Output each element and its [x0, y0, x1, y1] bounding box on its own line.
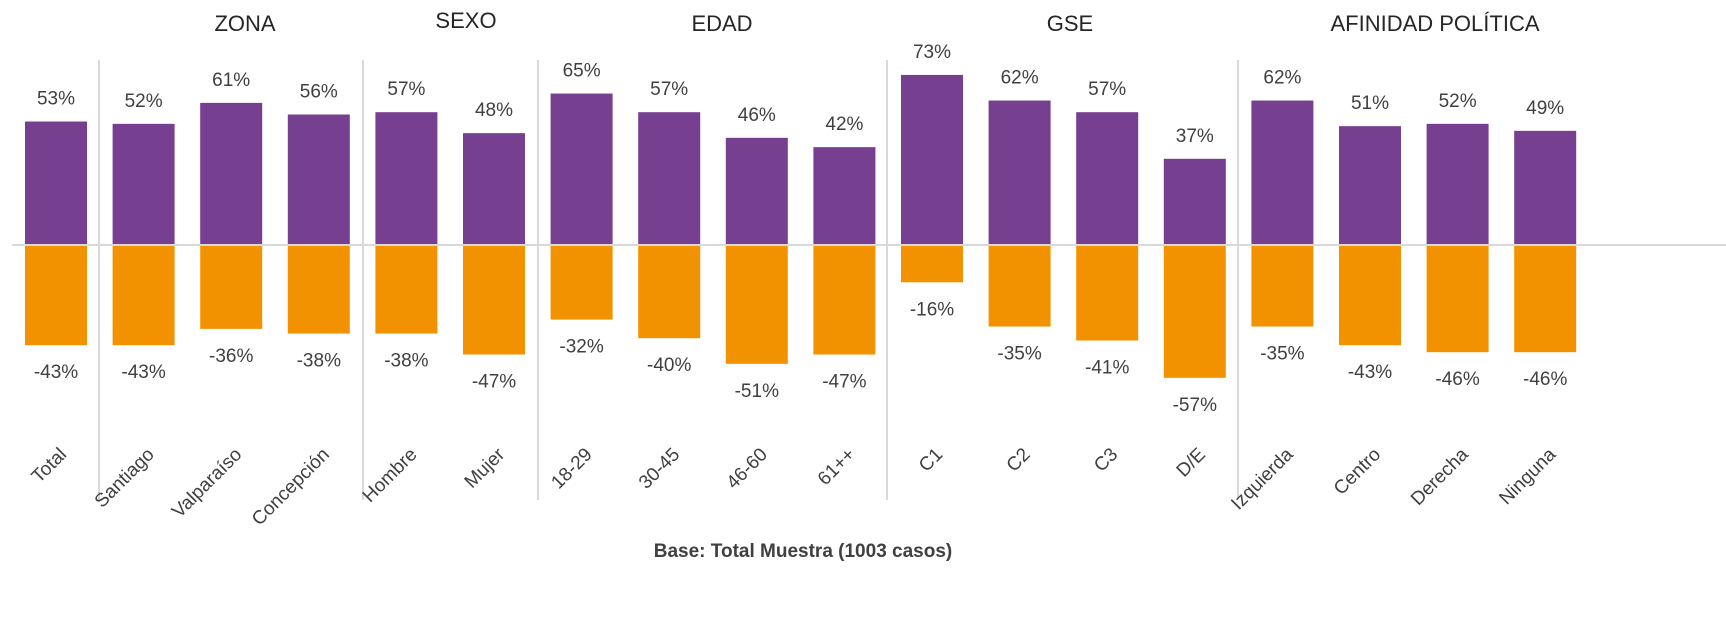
bar	[901, 74, 963, 245]
x-tick-label: Ninguna	[1495, 444, 1560, 509]
x-tick-label: Santiago	[91, 444, 159, 512]
value-label: -38%	[297, 351, 341, 372]
value-label: -46%	[1435, 369, 1479, 390]
value-label: -43%	[1348, 362, 1392, 383]
bar	[375, 245, 438, 334]
x-tick-label: 61++	[814, 444, 859, 489]
bar	[725, 137, 788, 245]
footnote: Base: Total Muestra (1003 casos)	[654, 541, 953, 562]
value-label: -43%	[34, 362, 78, 383]
bar	[1426, 245, 1489, 353]
value-label: 49%	[1526, 98, 1564, 119]
value-label: 42%	[825, 114, 863, 135]
bar	[1076, 245, 1139, 341]
value-label: 37%	[1176, 126, 1214, 147]
bar	[1251, 245, 1314, 327]
value-label: -47%	[822, 372, 866, 393]
value-label: -43%	[121, 362, 165, 383]
bar	[550, 245, 613, 320]
x-tick-label: D/E	[1173, 444, 1210, 481]
bar	[25, 245, 87, 346]
value-label: -32%	[559, 337, 603, 358]
value-label: -38%	[384, 351, 428, 372]
value-label: 48%	[475, 100, 513, 121]
x-tick-label: Derecha	[1407, 444, 1473, 510]
value-label: 62%	[1001, 68, 1039, 89]
value-label: 51%	[1351, 93, 1389, 114]
x-tick-label: Total	[28, 444, 71, 487]
value-label: 73%	[913, 42, 951, 63]
bar	[1076, 112, 1139, 245]
group-header: AFINIDAD POLÍTICA	[1330, 11, 1539, 36]
value-label: 62%	[1263, 68, 1301, 89]
bar	[25, 121, 87, 245]
value-label: 52%	[1439, 91, 1477, 112]
x-tick-label: Hombre	[359, 444, 422, 507]
value-label: 57%	[387, 79, 425, 100]
bar	[200, 102, 263, 246]
value-label: 53%	[37, 89, 75, 110]
bar	[638, 112, 701, 245]
bar	[988, 100, 1051, 245]
bar	[287, 114, 350, 246]
bar	[463, 245, 525, 355]
value-label: -51%	[735, 381, 779, 402]
bar	[988, 245, 1051, 327]
bar	[550, 93, 613, 245]
bar	[287, 245, 350, 334]
x-tick-label: Valparaíso	[168, 444, 246, 522]
x-tick-label: C2	[1003, 444, 1035, 476]
bar	[1163, 245, 1226, 378]
bar	[112, 123, 175, 245]
value-label: -36%	[209, 346, 253, 367]
value-label: 65%	[563, 61, 601, 82]
bar	[1339, 245, 1401, 346]
value-label: 46%	[738, 105, 776, 126]
x-tick-label: 30-45	[635, 444, 684, 493]
bar	[1514, 130, 1577, 245]
value-label: 52%	[125, 91, 163, 112]
x-tick-label: Mujer	[461, 444, 510, 493]
value-label: -16%	[910, 299, 954, 320]
group-header: ZONA	[214, 11, 275, 36]
bar	[1163, 158, 1226, 245]
x-tick-label: Centro	[1330, 444, 1385, 499]
group-dividers	[98, 60, 1239, 500]
x-tick-label: Concepción	[248, 444, 334, 530]
value-label: -47%	[472, 372, 516, 393]
bar	[200, 245, 263, 329]
bar	[901, 245, 963, 283]
x-tick-label: C1	[915, 444, 947, 476]
bar	[638, 245, 701, 339]
bar	[813, 245, 876, 355]
bar	[1251, 100, 1314, 245]
value-label: 61%	[212, 70, 250, 91]
bar	[1426, 123, 1489, 245]
value-label: -46%	[1523, 369, 1567, 390]
bar	[1514, 245, 1577, 353]
group-header: GSE	[1047, 11, 1093, 36]
value-label: 56%	[300, 82, 338, 103]
bar	[463, 133, 525, 245]
bar	[1339, 126, 1401, 245]
x-tick-label: C3	[1090, 444, 1122, 476]
value-label: -41%	[1085, 358, 1129, 379]
bar	[813, 147, 876, 245]
bar	[375, 112, 438, 245]
value-label: -57%	[1173, 395, 1217, 416]
x-tick-label: 46-60	[723, 444, 772, 493]
value-label: -35%	[1260, 344, 1304, 365]
bar	[112, 245, 175, 346]
group-header: EDAD	[691, 11, 752, 36]
value-label: 57%	[1088, 79, 1126, 100]
bar	[725, 245, 788, 364]
x-tick-label: 18-29	[547, 444, 596, 493]
group-header: SEXO	[435, 8, 496, 33]
value-label: 57%	[650, 79, 688, 100]
value-label: -40%	[647, 355, 691, 376]
value-label: -35%	[997, 344, 1041, 365]
